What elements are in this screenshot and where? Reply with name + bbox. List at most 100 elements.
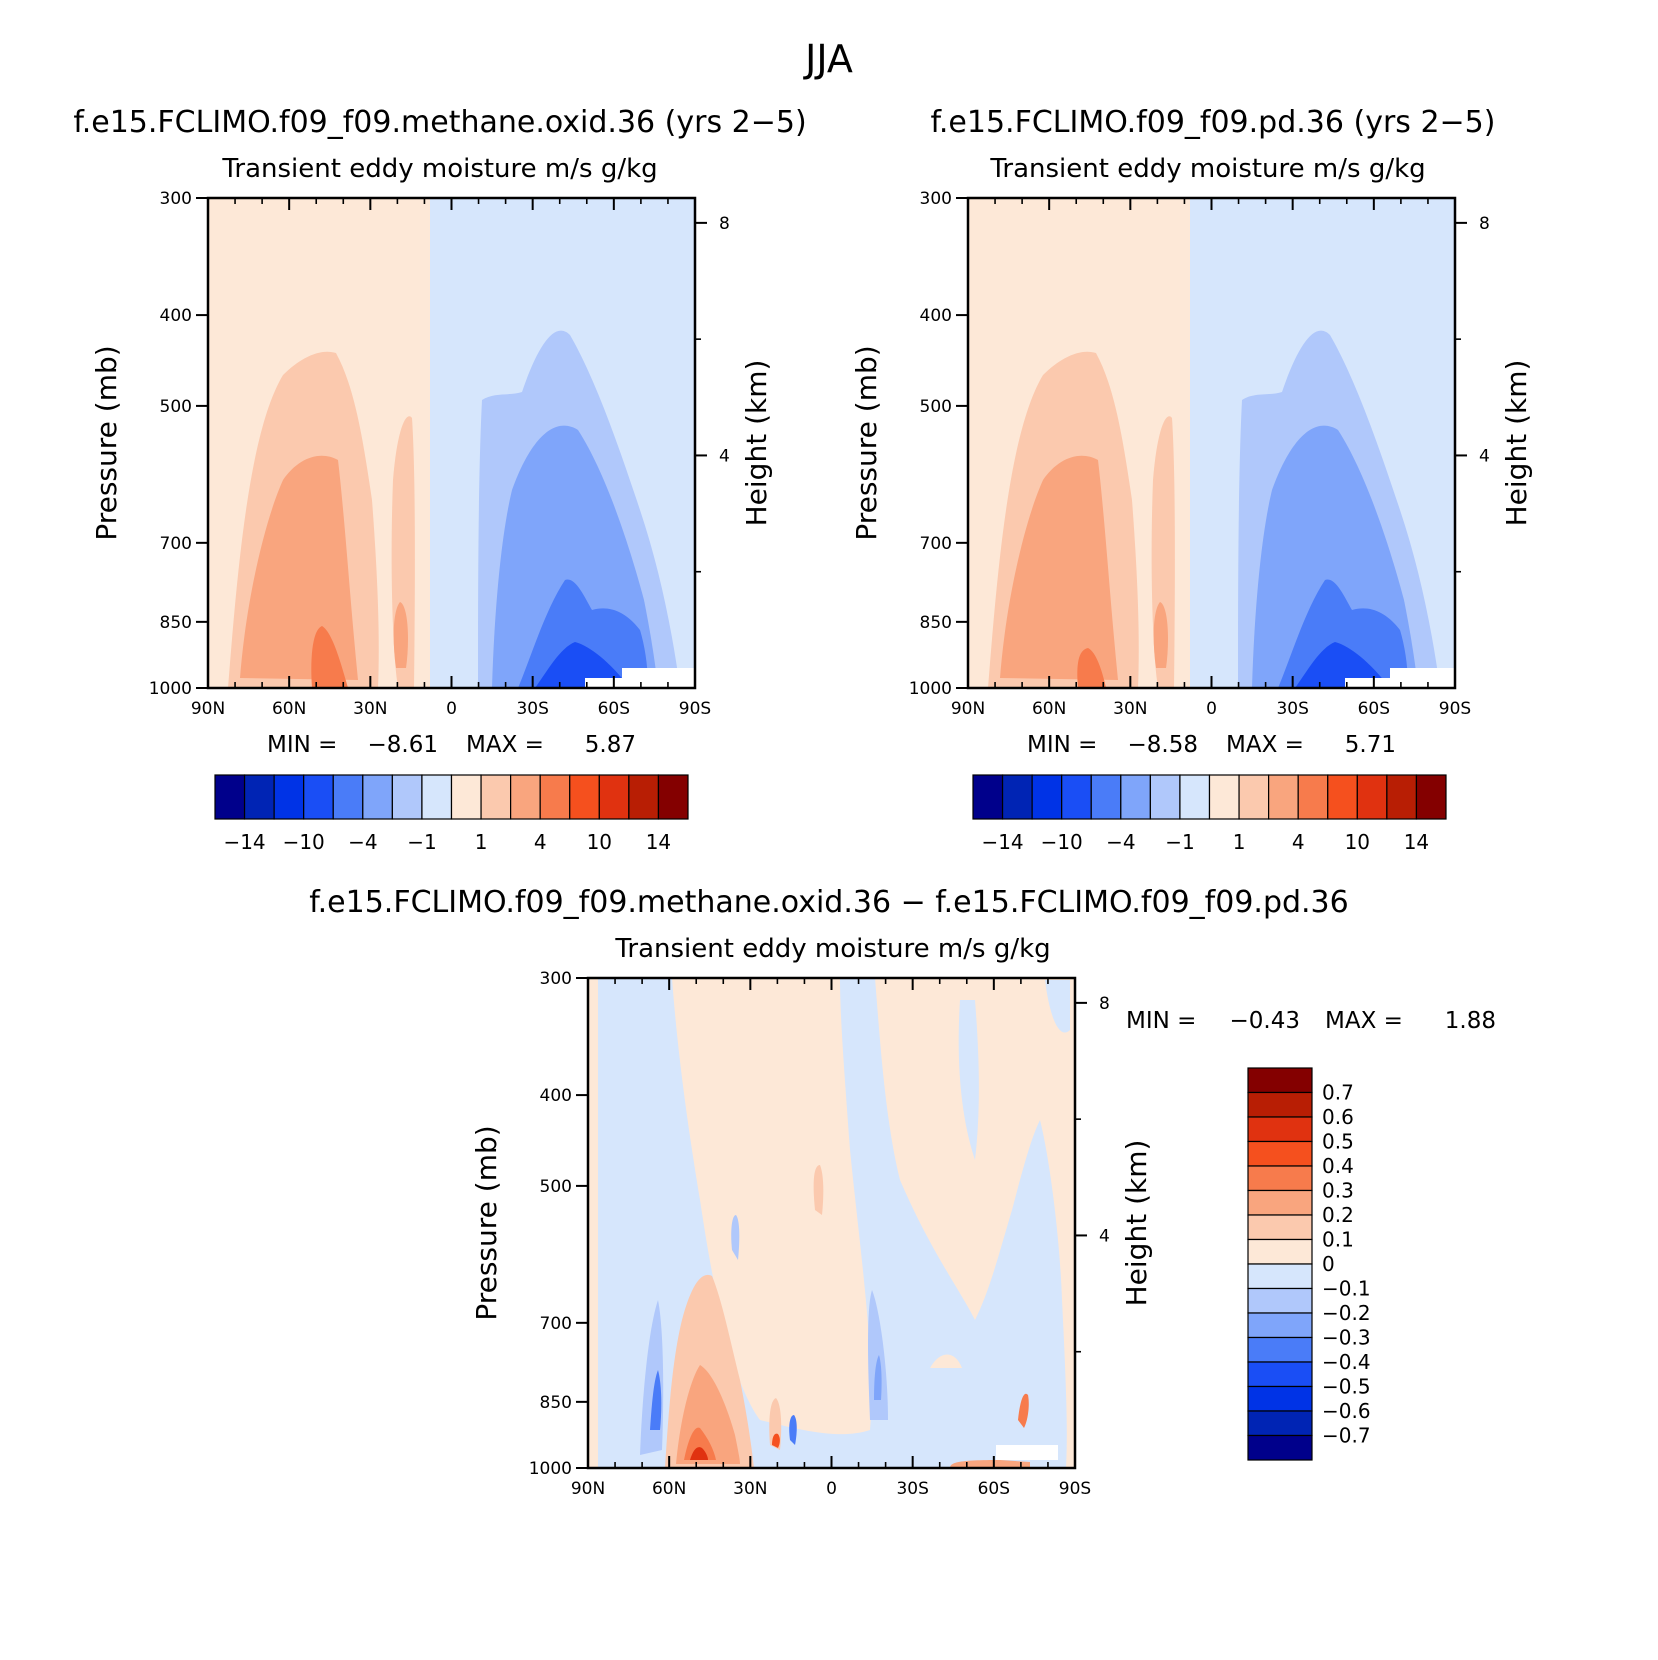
y-axis-label: Pressure (mb) [470,1125,503,1320]
max-value: 5.87 [585,732,636,758]
contour-negative-3 [789,1415,797,1445]
y-tick-label: 700 [540,1314,572,1334]
x-tick-label: 60N [1032,699,1066,719]
panel-variable: Transient eddy moisture m/s g/kg [989,154,1425,184]
colorbar-swatch [421,774,453,820]
min-label: MIN = [1126,1008,1196,1034]
y-tick-label: 400 [160,306,192,326]
panel-variable: Transient eddy moisture m/s g/kg [614,934,1050,964]
contour-negative-3 [650,1370,662,1430]
contour-positive-3 [684,1427,716,1460]
colorbar-label: −0.7 [1322,1424,1371,1448]
x-tick-label: 60N [272,699,306,719]
colorbar-swatch [1247,1410,1313,1437]
y-tick-label: 300 [920,189,952,209]
x-tick-label: 90S [679,699,711,719]
colorbar-label: −14 [223,830,265,854]
axes: 90N 60N 30N 0 30S 60S 90S 300 400 500 700 850 1000 8 4 [909,189,1490,719]
colorbar-swatch [391,774,423,820]
panel-title: f.e15.FCLIMO.f09_f09.methane.oxid.36 − f… [309,885,1348,920]
colorbar: 0.70.60.50.40.30.20.10−0.1−0.2−0.3−0.4−0… [1247,1067,1371,1461]
colorbar-swatch [628,774,660,820]
y-tick-label: 850 [920,613,952,633]
colorbar-swatch [332,774,364,820]
colorbar-swatch [598,774,630,820]
missing-data-patch [622,668,695,688]
panel-title: f.e15.FCLIMO.f09_f09.pd.36 (yrs 2−5) [931,105,1496,140]
max-value: 5.71 [1345,732,1396,758]
colorbar-swatch [1356,774,1388,820]
y-right-tick-label: 8 [1479,214,1490,234]
colorbar: −14 −10 −4 −1 1 4 10 14 [972,774,1447,854]
contour-positive-2 [950,1460,1030,1468]
colorbar-swatch [1247,1312,1313,1339]
max-value: 1.88 [1445,1008,1496,1034]
colorbar-swatch [214,774,246,820]
y-axis-label: Pressure (mb) [850,345,883,540]
colorbar-swatch [480,774,512,820]
max-label: MAX = [1325,1008,1403,1034]
y-axis-right-label: Height (km) [1500,360,1533,527]
colorbar-swatch [1415,774,1447,820]
contour-positive-1 [813,1165,824,1215]
x-tick-label: 30N [353,699,387,719]
x-tick-label: 60N [652,1479,686,1499]
colorbar-swatch [1247,1263,1313,1290]
x-tick-label: 90S [1059,1479,1091,1499]
min-value: −8.58 [1128,732,1198,758]
x-tick-label: 90N [571,1479,605,1499]
colorbar-swatch [1247,1434,1313,1461]
y-right-tick-label: 8 [719,214,730,234]
colorbar-swatch [1149,774,1181,820]
colorbar-label: −10 [1041,830,1083,854]
colorbar-swatch [1208,774,1240,820]
colorbar-label: −1 [1165,830,1194,854]
colorbar-swatch [569,774,600,820]
colorbar-label: −0.1 [1322,1277,1371,1301]
panel-diff: f.e15.FCLIMO.f09_f09.methane.oxid.36 − f… [309,885,1496,1499]
contour-positive-2b [393,602,408,668]
colorbar-swatch [362,774,393,820]
colorbar-label: 0 [1322,1252,1335,1276]
contour-negative-2 [874,1355,882,1400]
y-tick-label: 1000 [529,1459,572,1479]
colorbar-label: 10 [1345,830,1370,854]
colorbar-swatch [1297,774,1329,820]
colorbar-label: −4 [1106,830,1135,854]
colorbar-swatch [1179,774,1211,820]
x-tick-label: 30N [1113,699,1147,719]
contour-positive-4 [772,1433,780,1448]
plot-area [966,196,1457,690]
y-right-tick-label: 4 [719,446,730,466]
min-value: −8.61 [368,732,438,758]
y-tick-label: 500 [920,397,952,417]
plot-area [206,196,697,690]
y-tick-label: 400 [920,306,952,326]
colorbar-swatch [1247,1067,1313,1094]
colorbar-label: 4 [1292,830,1305,854]
colorbar-label: 0.5 [1322,1130,1354,1154]
colorbar-label: −0.2 [1322,1301,1371,1325]
y-tick-label: 400 [540,1086,572,1106]
contour-positive-5 [690,1447,708,1460]
colorbar-label: 0.3 [1322,1179,1354,1203]
colorbar-swatch [1247,1189,1313,1216]
x-tick-label: 60S [598,699,630,719]
colorbar-label: −0.6 [1322,1399,1371,1423]
y-tick-label: 1000 [909,679,952,699]
colorbar-label: 0.4 [1322,1154,1354,1178]
contour-negative-4 [535,642,630,688]
colorbar-label: −0.4 [1322,1350,1371,1374]
contour-positive-2 [240,455,358,680]
colorbar-label: 14 [1404,830,1429,854]
y-tick-label: 850 [160,613,192,633]
colorbar-label: 4 [534,830,547,854]
colorbar-label: −0.3 [1322,1326,1371,1350]
x-tick-label: 30S [516,699,548,719]
axes: 90N 60N 30N 0 30S 60S 90S 300 400 500 700 850 1000 8 4 [529,969,1110,1499]
contour-negative-patch [1045,980,1070,1033]
panel-pd: f.e15.FCLIMO.f09_f09.pd.36 (yrs 2−5) Tra… [850,105,1533,854]
colorbar-swatch [1247,1214,1313,1241]
x-tick-label: 30S [1276,699,1308,719]
